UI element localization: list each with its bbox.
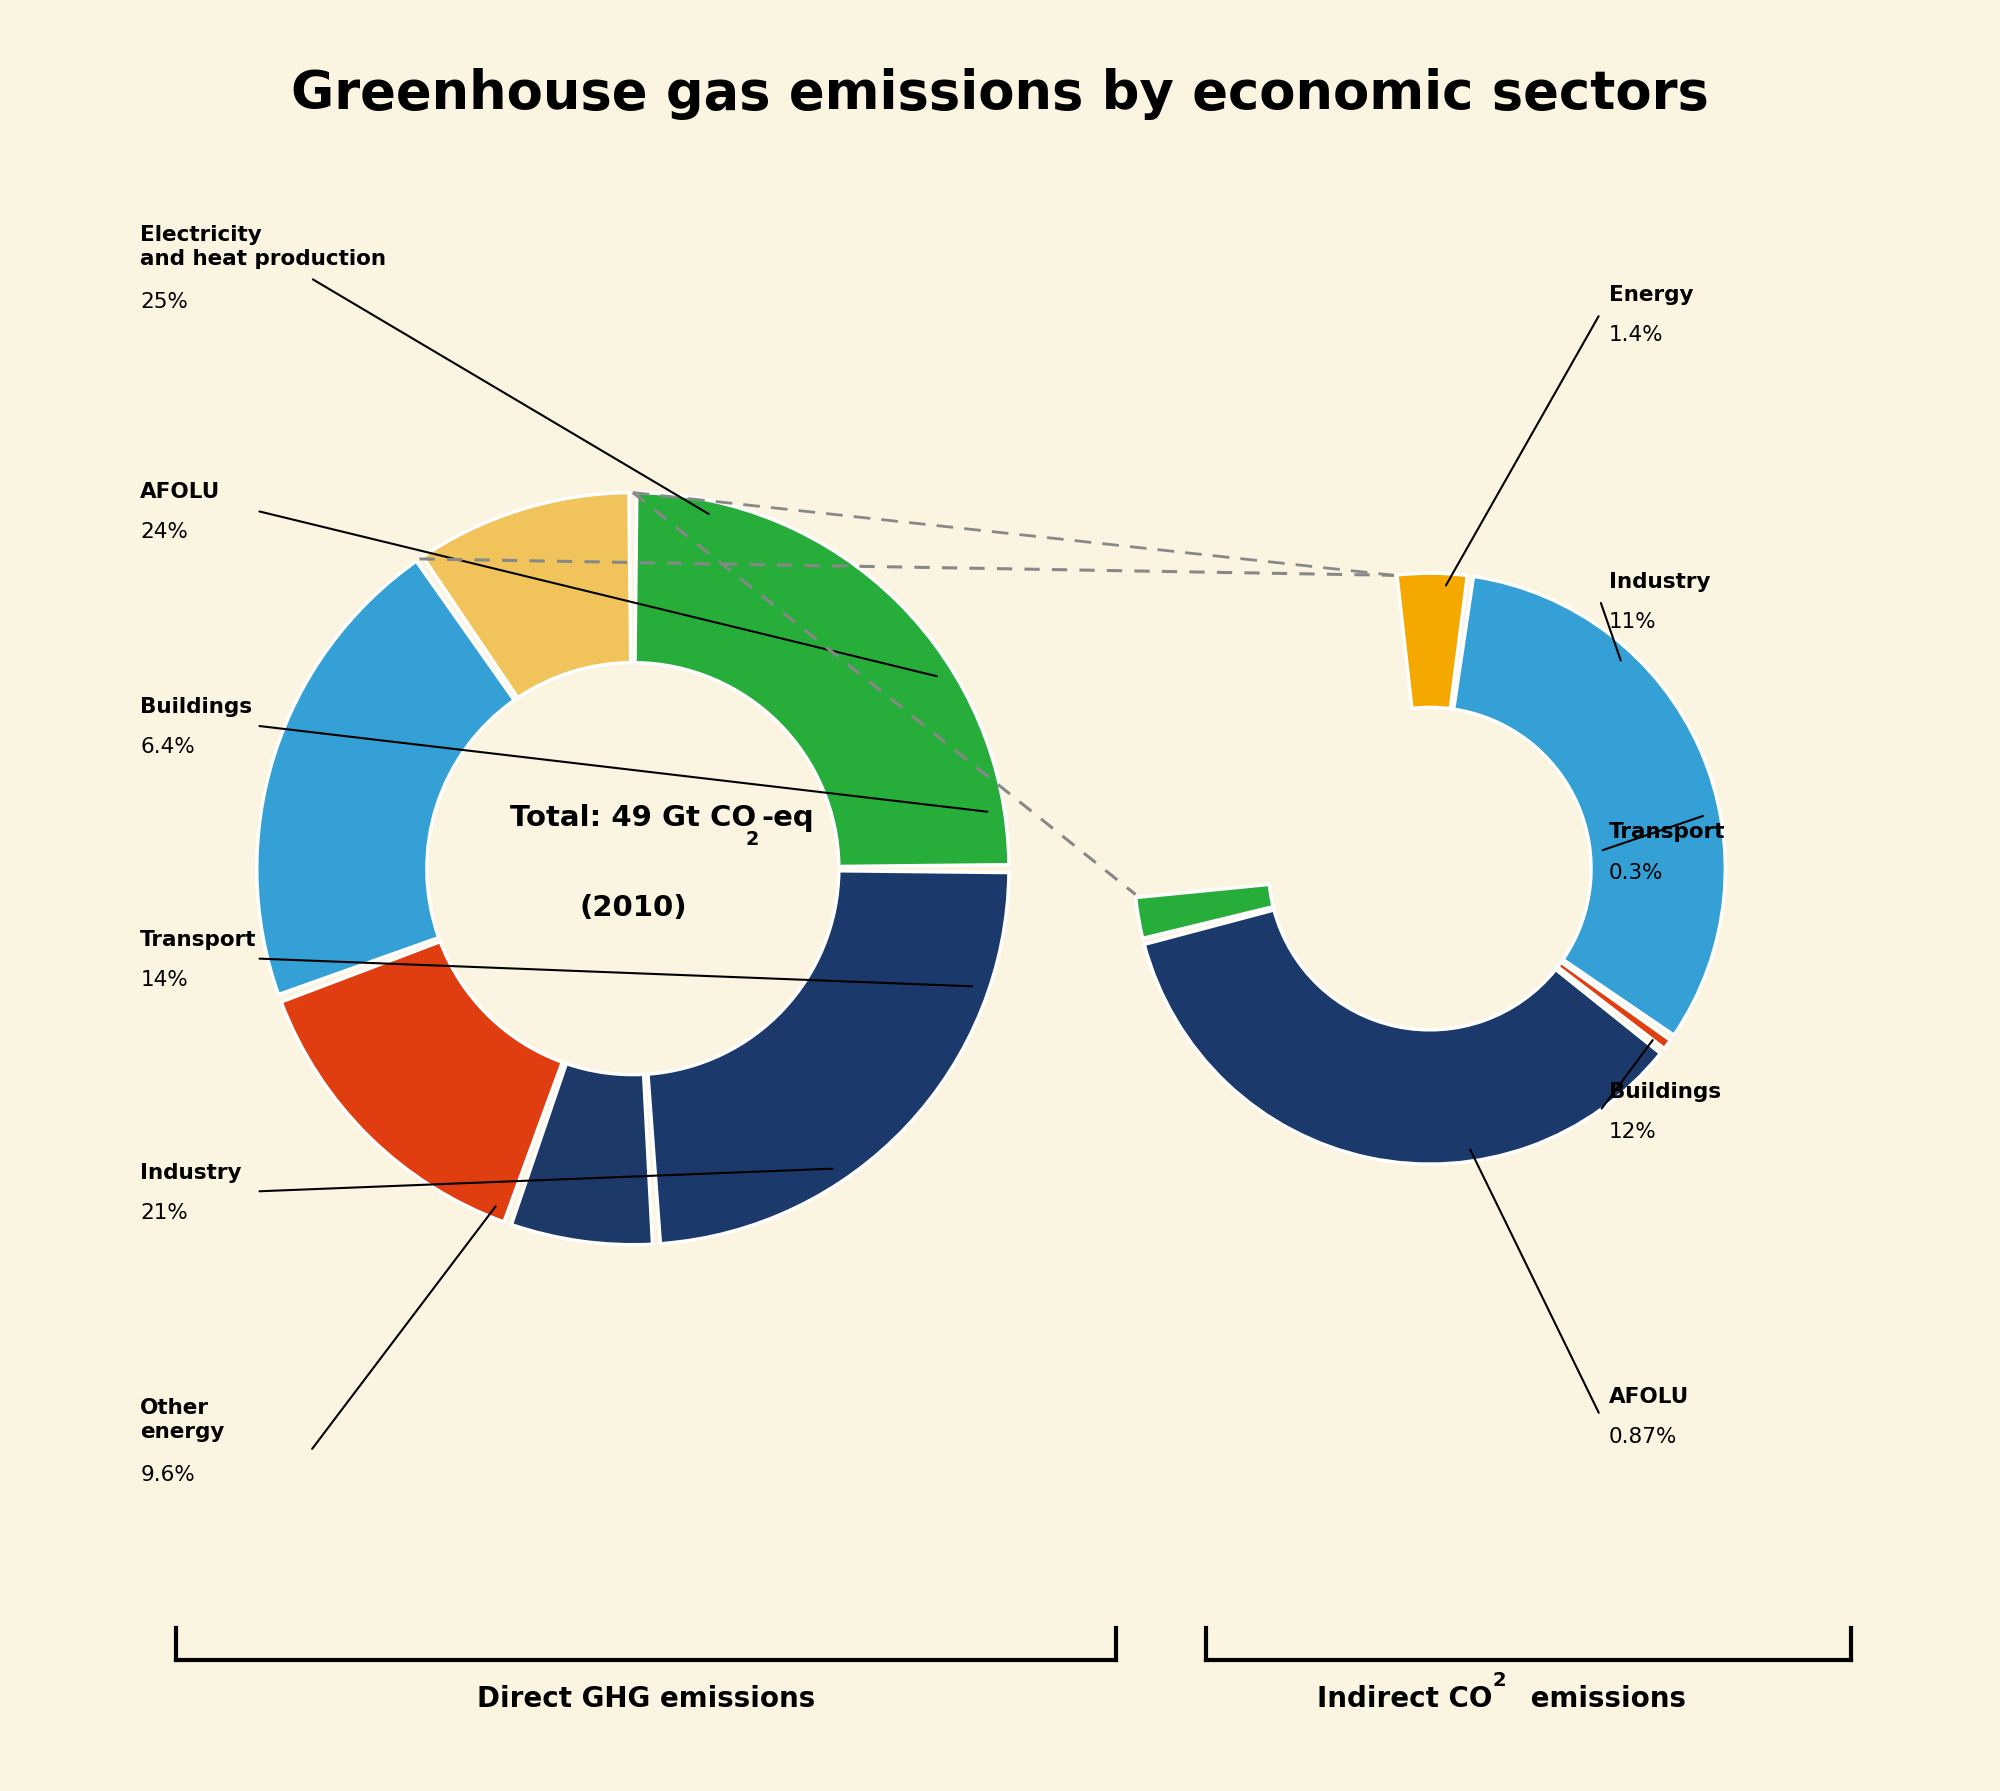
- Wedge shape: [1136, 885, 1274, 938]
- Text: AFOLU: AFOLU: [140, 482, 220, 501]
- Wedge shape: [256, 561, 514, 994]
- Wedge shape: [1396, 573, 1468, 709]
- Wedge shape: [648, 870, 1008, 1243]
- Wedge shape: [636, 493, 1008, 867]
- Text: Electricity
and heat production: Electricity and heat production: [140, 226, 386, 269]
- Text: (2010): (2010): [580, 894, 686, 922]
- Text: Other
energy: Other energy: [140, 1399, 224, 1442]
- Text: Industry: Industry: [140, 1162, 242, 1182]
- Wedge shape: [512, 1064, 652, 1245]
- Text: 2: 2: [1492, 1671, 1506, 1691]
- Text: AFOLU: AFOLU: [1608, 1386, 1690, 1406]
- Text: Transport: Transport: [1608, 822, 1726, 842]
- Text: 24%: 24%: [140, 523, 188, 543]
- Text: 6.4%: 6.4%: [140, 738, 196, 758]
- Text: Buildings: Buildings: [140, 697, 252, 716]
- Text: Energy: Energy: [1608, 285, 1694, 304]
- Text: 12%: 12%: [1608, 1123, 1656, 1143]
- Text: 14%: 14%: [140, 971, 188, 990]
- Wedge shape: [282, 942, 562, 1221]
- Text: 0.3%: 0.3%: [1608, 863, 1664, 883]
- Text: Direct GHG emissions: Direct GHG emissions: [478, 1685, 816, 1714]
- Text: 1.4%: 1.4%: [1608, 326, 1664, 346]
- Wedge shape: [1144, 910, 1660, 1164]
- Text: 21%: 21%: [140, 1204, 188, 1223]
- Text: Greenhouse gas emissions by economic sectors: Greenhouse gas emissions by economic sec…: [292, 68, 1708, 120]
- Text: Transport: Transport: [140, 930, 256, 949]
- Text: Total: 49 Gt CO: Total: 49 Gt CO: [510, 804, 756, 833]
- Text: -eq: -eq: [762, 804, 814, 833]
- Text: 2: 2: [746, 831, 758, 849]
- Text: emissions: emissions: [1522, 1685, 1686, 1714]
- Wedge shape: [1558, 962, 1670, 1048]
- Wedge shape: [1454, 577, 1726, 1035]
- Text: Industry: Industry: [1608, 571, 1710, 591]
- Text: 0.87%: 0.87%: [1608, 1427, 1678, 1447]
- Wedge shape: [422, 493, 630, 698]
- Text: Indirect CO: Indirect CO: [1318, 1685, 1492, 1714]
- Text: 25%: 25%: [140, 292, 188, 312]
- Text: 11%: 11%: [1608, 613, 1656, 632]
- Text: Buildings: Buildings: [1608, 1082, 1722, 1101]
- Text: 9.6%: 9.6%: [140, 1465, 196, 1485]
